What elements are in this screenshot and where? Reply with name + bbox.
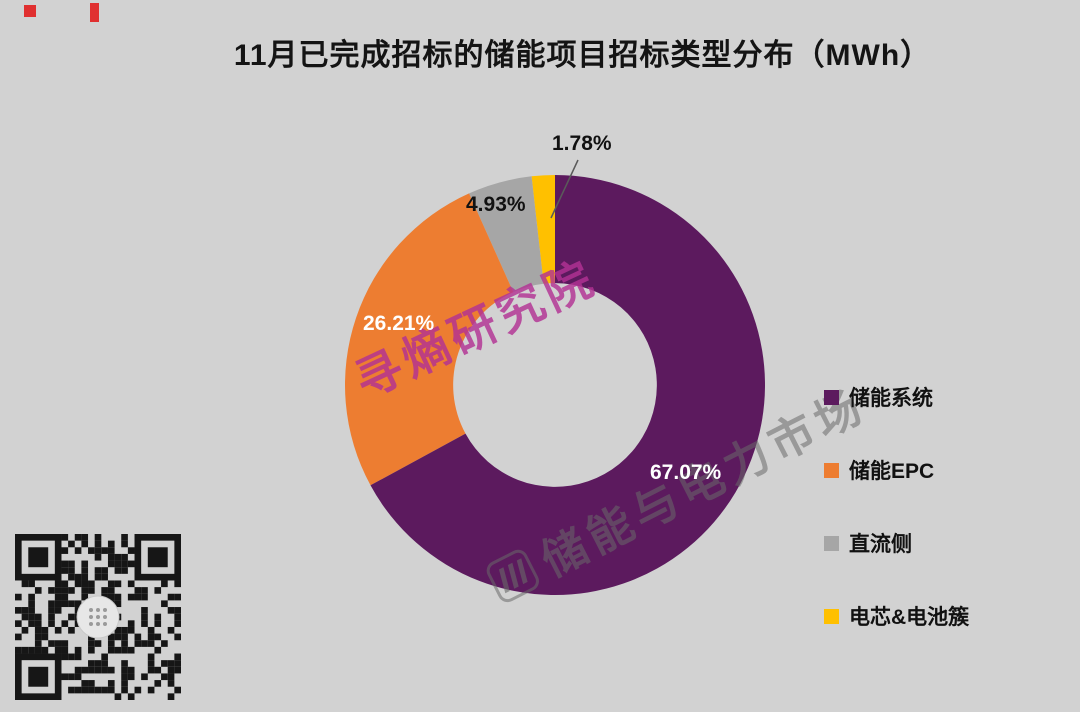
donut-slice-0 <box>370 175 765 595</box>
qr-code <box>15 534 181 700</box>
legend-swatch-cell-cluster <box>824 608 839 624</box>
legend-label: 储能EPC <box>849 460 935 483</box>
legend-swatch-storage-system <box>824 389 839 405</box>
data-label-storage-epc: 26.21% <box>363 312 435 335</box>
legend-swatch-storage-epc <box>824 462 839 478</box>
legend-item-storage-system: 储能系统 <box>824 382 969 412</box>
data-label-storage-system: 67.07% <box>650 461 722 484</box>
legend-swatch-dc-side <box>824 535 839 551</box>
chart-title: 11月已完成招标的储能项目招标类型分布（MWh） <box>233 39 932 72</box>
donut-slice-2 <box>469 176 544 293</box>
legend-item-storage-epc: 储能EPC <box>824 455 969 485</box>
legend-item-cell-cluster: 电芯&电池簇 <box>824 601 969 631</box>
red-crop-mark-1 <box>24 5 36 17</box>
chart-legend: 储能系统 储能EPC 直流侧 电芯&电池簇 <box>824 382 969 631</box>
legend-label: 电芯&电池簇 <box>849 606 970 629</box>
red-crop-mark-2 <box>90 3 99 22</box>
data-label-cell-cluster: 1.78% <box>552 132 612 155</box>
legend-label: 直流侧 <box>849 533 912 556</box>
legend-label: 储能系统 <box>849 387 933 410</box>
donut-slice-3 <box>531 175 555 284</box>
legend-item-dc-side: 直流侧 <box>824 528 969 558</box>
donut-slice-1 <box>345 193 514 486</box>
leader-line-cell-slice <box>550 159 579 219</box>
data-label-dc-side: 4.93% <box>466 193 526 216</box>
